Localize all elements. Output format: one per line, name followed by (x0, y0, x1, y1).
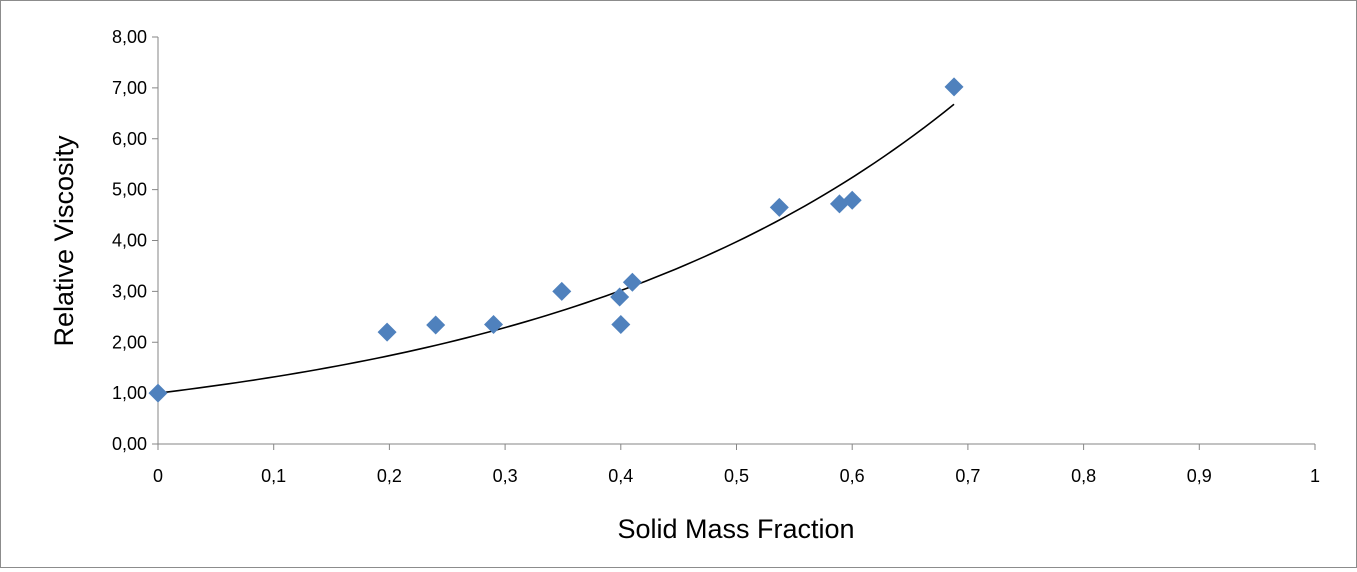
y-tick-label: 4,00 (112, 231, 147, 251)
y-tick-label: 0,00 (112, 434, 147, 454)
data-point (622, 272, 642, 292)
y-axis: 0,00 1,00 2,00 3,00 4,00 5,00 6,00 7,00 8,00 (112, 27, 158, 454)
x-tick-label: 0,5 (724, 466, 749, 486)
x-tick-label: 0,2 (377, 466, 402, 486)
data-points (148, 77, 964, 403)
x-axis: 0 0,1 0,2 0,3 0,4 0,5 0,6 0,7 0,8 0,9 1 (153, 444, 1320, 486)
data-point (552, 281, 572, 301)
x-tick-label: 1 (1310, 466, 1320, 486)
x-tick-label: 0,8 (1071, 466, 1096, 486)
x-tick-label: 0,6 (840, 466, 865, 486)
data-point (610, 287, 630, 307)
data-point (842, 190, 862, 210)
y-tick-label: 8,00 (112, 27, 147, 47)
y-tick-label: 2,00 (112, 332, 147, 352)
y-tick-label: 1,00 (112, 383, 147, 403)
data-point (148, 383, 168, 403)
data-point (377, 322, 397, 342)
y-tick-label: 3,00 (112, 281, 147, 301)
trendline (157, 103, 955, 394)
data-point (769, 197, 789, 217)
x-tick-label: 0,9 (1187, 466, 1212, 486)
x-tick-label: 0,4 (608, 466, 633, 486)
y-tick-label: 5,00 (112, 180, 147, 200)
x-axis-title: Solid Mass Fraction (617, 514, 854, 544)
data-point (484, 314, 504, 334)
plot-area (157, 37, 1315, 445)
data-point (611, 314, 631, 334)
y-axis-title: Relative Viscosity (49, 135, 79, 347)
x-tick-label: 0 (153, 466, 163, 486)
data-point (426, 315, 446, 335)
y-tick-label: 6,00 (112, 129, 147, 149)
y-tick-label: 7,00 (112, 78, 147, 98)
x-tick-label: 0,7 (955, 466, 980, 486)
x-tick-label: 0,3 (493, 466, 518, 486)
x-tick-label: 0,1 (261, 466, 286, 486)
data-point (944, 77, 964, 97)
